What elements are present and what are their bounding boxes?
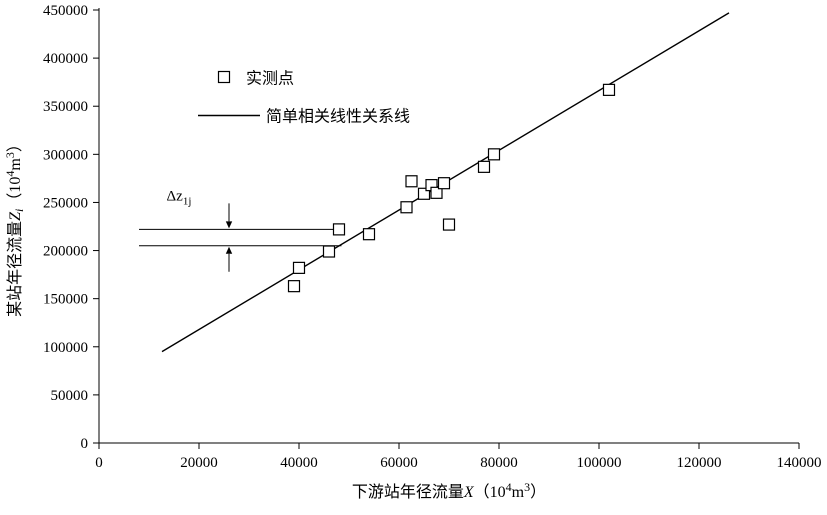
data-point-marker — [442, 218, 456, 231]
data-point-marker — [437, 177, 451, 190]
delta-annotation-label: Δz1j — [167, 189, 192, 208]
y-axis-tick-label: 200000 — [43, 244, 88, 260]
data-point-marker — [405, 175, 418, 188]
data-point-marker — [400, 201, 413, 214]
legend-label-correlation-line: 简单相关线性关系线 — [266, 108, 410, 126]
y-axis-label: 某站年径流量Zi（104m3） — [3, 136, 26, 317]
x-axis-tick-label: 100000 — [577, 455, 622, 471]
data-point-marker — [362, 228, 376, 241]
x-axis-tick-label: 40000 — [280, 455, 318, 471]
y-axis-tick-label: 100000 — [43, 340, 88, 356]
data-point-marker — [322, 245, 336, 258]
data-point-marker — [292, 261, 306, 274]
x-axis-tick-label: 0 — [95, 455, 103, 471]
y-axis-tick-label: 50000 — [51, 388, 89, 404]
data-point-marker — [430, 186, 443, 199]
y-axis-tick-label: 450000 — [43, 3, 88, 19]
y-axis-tick-label: 350000 — [43, 99, 88, 115]
x-axis-tick-label: 60000 — [380, 455, 418, 471]
y-axis-tick-label: 0 — [81, 436, 89, 452]
x-axis-tick-label: 20000 — [180, 455, 218, 471]
y-axis-tick-label: 150000 — [43, 292, 88, 308]
x-axis-tick-label: 140000 — [777, 455, 822, 471]
y-axis-tick-label: 250000 — [43, 195, 88, 211]
data-point-marker — [287, 280, 301, 293]
data-point-marker — [477, 160, 491, 173]
x-axis-tick-label: 120000 — [677, 455, 722, 471]
legend-marker-square — [217, 70, 231, 84]
legend-label-measured-points: 实测点 — [246, 70, 294, 88]
y-axis-tick-label: 300000 — [43, 147, 88, 163]
data-point-marker — [417, 187, 431, 200]
down-arrow-head — [225, 221, 233, 229]
y-axis-tick-label: 400000 — [43, 51, 88, 67]
data-point-marker — [487, 148, 501, 161]
x-axis-tick-label: 80000 — [480, 455, 518, 471]
data-point-marker — [332, 223, 346, 236]
up-arrow-head — [225, 246, 233, 254]
data-point-marker — [602, 83, 616, 96]
x-axis-label: 下游站年径流量X（104m3） — [352, 480, 546, 501]
